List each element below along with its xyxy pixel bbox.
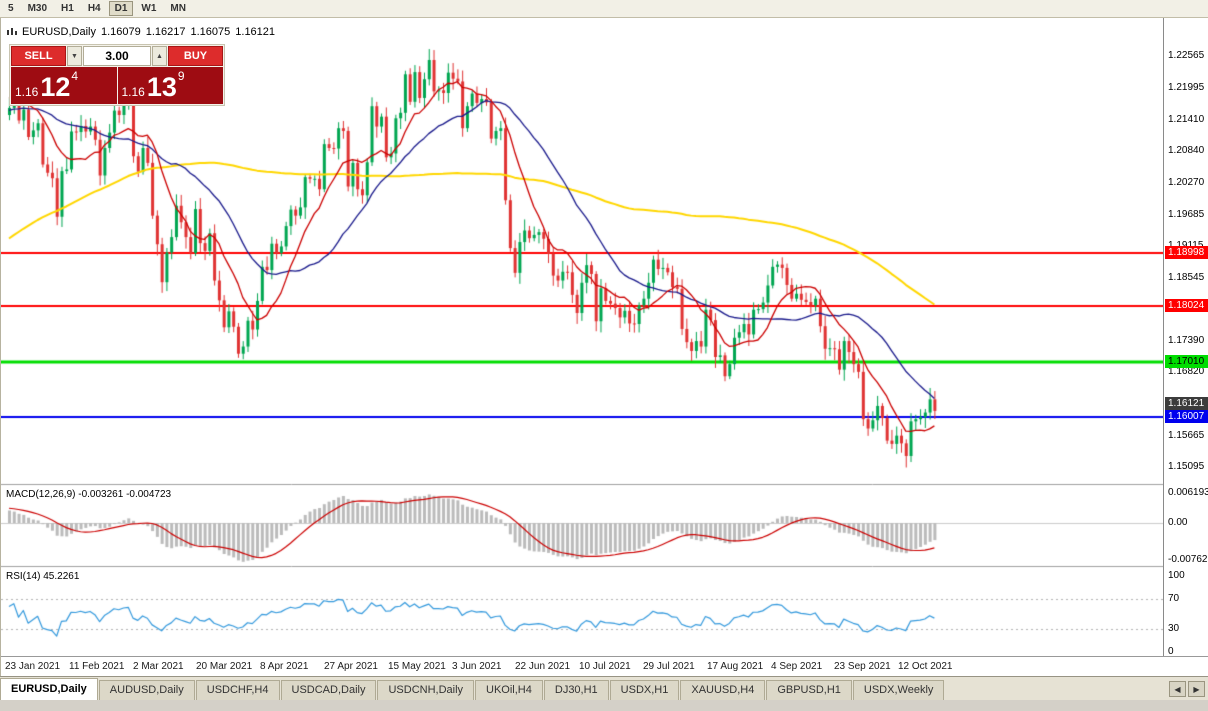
rsi-axis-tick: 0 bbox=[1168, 646, 1174, 657]
tf-button-h4[interactable]: H4 bbox=[82, 1, 107, 16]
timeframe-toolbar: 5 M30 H1 H4 D1 W1 MN bbox=[0, 0, 1208, 18]
chart-window: EURUSD,Daily 1.16079 1.16217 1.16075 1.1… bbox=[0, 18, 1208, 676]
tf-button-mn[interactable]: MN bbox=[164, 1, 192, 16]
price-level-badge: 1.18998 bbox=[1165, 246, 1208, 259]
tab-scroll-right-button[interactable]: ▶ bbox=[1188, 681, 1205, 697]
window-bottom-edge bbox=[0, 700, 1208, 711]
tf-button-h1[interactable]: H1 bbox=[55, 1, 80, 16]
price-axis-tick: 1.21995 bbox=[1168, 82, 1205, 93]
ohlc-open: 1.16079 bbox=[100, 26, 141, 38]
price-axis-tick: 1.22565 bbox=[1168, 50, 1205, 61]
macd-indicator-label: MACD(12,26,9) -0.003261 -0.004723 bbox=[6, 489, 171, 500]
bid-price-sup: 4 bbox=[71, 69, 79, 83]
price-axis-tick: 1.17390 bbox=[1168, 335, 1205, 346]
rsi-axis-tick: 100 bbox=[1168, 570, 1185, 581]
volume-input[interactable] bbox=[83, 46, 151, 66]
macd-axis-tick: 0.00 bbox=[1168, 517, 1188, 528]
price-axis-tick: 1.20840 bbox=[1168, 145, 1205, 156]
date-axis-label: 23 Sep 2021 bbox=[834, 661, 891, 672]
price-axis-tick: 1.18545 bbox=[1168, 272, 1205, 283]
date-axis-label: 23 Jan 2021 bbox=[5, 661, 61, 672]
ask-price-big: 13 bbox=[146, 72, 177, 103]
volume-decrease-button[interactable]: ▼ bbox=[67, 46, 82, 66]
tab-scroll-left-button[interactable]: ◀ bbox=[1169, 681, 1186, 697]
price-axis-tick: 1.21410 bbox=[1168, 114, 1205, 125]
date-axis-label: 2 Mar 2021 bbox=[133, 661, 184, 672]
price-axis: 1.22565 1.21995 1.21410 1.20840 1.20270 1.196… bbox=[1163, 18, 1208, 657]
tab-usdchf-h4[interactable]: USDCHF,H4 bbox=[195, 680, 280, 700]
ask-price-prefix: 1.16 bbox=[121, 85, 145, 99]
rsi-axis-tick: 30 bbox=[1168, 623, 1180, 634]
buy-button[interactable]: BUY bbox=[168, 46, 223, 66]
date-axis-label: 22 Jun 2021 bbox=[515, 661, 571, 672]
date-axis-label: 4 Sep 2021 bbox=[771, 661, 823, 672]
volume-increase-button[interactable]: ▲ bbox=[152, 46, 167, 66]
date-axis-label: 27 Apr 2021 bbox=[324, 661, 378, 672]
tab-audusd-daily[interactable]: AUDUSD,Daily bbox=[98, 680, 195, 700]
date-axis-label: 20 Mar 2021 bbox=[196, 661, 253, 672]
tab-usdx-weekly[interactable]: USDX,Weekly bbox=[852, 680, 945, 700]
bid-price-display[interactable]: 1.16 12 4 bbox=[11, 67, 117, 104]
price-level-badge: 1.18024 bbox=[1165, 299, 1208, 312]
macd-label-values: -0.003261 -0.004723 bbox=[78, 489, 172, 500]
tf-button-d1[interactable]: D1 bbox=[108, 1, 134, 16]
bid-price-big: 12 bbox=[40, 72, 71, 103]
price-level-badge: 1.17010 bbox=[1165, 355, 1208, 368]
one-click-trading-widget: SELL ▼ ▲ BUY 1.16 12 4 1.16 13 9 bbox=[9, 44, 225, 106]
tab-usdcnh-daily[interactable]: USDCNH,Daily bbox=[377, 680, 475, 700]
tf-button-m30[interactable]: M30 bbox=[22, 1, 53, 16]
macd-axis-tick: 0.006193 bbox=[1168, 487, 1208, 498]
sell-button[interactable]: SELL bbox=[11, 46, 66, 66]
date-axis-label: 17 Aug 2021 bbox=[707, 661, 764, 672]
rsi-label-value: 45.2261 bbox=[43, 571, 80, 582]
ask-price-sup: 9 bbox=[177, 69, 185, 83]
macd-label-name: MACD(12,26,9) bbox=[6, 489, 76, 500]
tab-scroll-controls: ◀ ▶ bbox=[1169, 681, 1205, 697]
chart-tab-bar: EURUSD,Daily AUDUSD,Daily USDCHF,H4 USDC… bbox=[0, 676, 1208, 700]
price-axis-tick: 1.19115 bbox=[1168, 240, 1203, 251]
tab-usdcad-daily[interactable]: USDCAD,Daily bbox=[280, 680, 377, 700]
price-axis-tick: 1.19685 bbox=[1168, 209, 1205, 220]
tab-xauusd-h4[interactable]: XAUUSD,H4 bbox=[680, 680, 766, 700]
chart-header: EURUSD,Daily 1.16079 1.16217 1.16075 1.1… bbox=[7, 26, 275, 38]
ohlc-close: 1.16121 bbox=[235, 26, 276, 38]
tab-eurusd-daily[interactable]: EURUSD,Daily bbox=[0, 678, 98, 700]
date-axis-label: 10 Jul 2021 bbox=[579, 661, 631, 672]
price-axis-tick: 1.15095 bbox=[1168, 461, 1205, 472]
price-axis-tick: 1.15665 bbox=[1168, 430, 1205, 441]
bid-price-prefix: 1.16 bbox=[15, 85, 39, 99]
tab-gbpusd-h1[interactable]: GBPUSD,H1 bbox=[766, 680, 852, 700]
tab-ukoil-h4[interactable]: UKOil,H4 bbox=[475, 680, 543, 700]
tab-usdx-h1[interactable]: USDX,H1 bbox=[609, 680, 680, 700]
price-chart-canvas[interactable] bbox=[1, 18, 1163, 656]
date-axis: 23 Jan 2021 11 Feb 2021 2 Mar 2021 20 Mar 2… bbox=[1, 656, 1208, 676]
tf-button-w1[interactable]: W1 bbox=[135, 1, 162, 16]
price-axis-tick: 1.16820 bbox=[1168, 366, 1205, 377]
ohlc-high: 1.16217 bbox=[145, 26, 186, 38]
date-axis-label: 12 Oct 2021 bbox=[898, 661, 953, 672]
chart-window-icon bbox=[7, 27, 17, 37]
tab-dj30-h1[interactable]: DJ30,H1 bbox=[543, 680, 609, 700]
rsi-indicator-label: RSI(14) 45.2261 bbox=[6, 571, 79, 582]
ohlc-low: 1.16075 bbox=[190, 26, 231, 38]
date-axis-label: 29 Jul 2021 bbox=[643, 661, 695, 672]
rsi-label-name: RSI(14) bbox=[6, 571, 41, 582]
price-level-badge: 1.16007 bbox=[1165, 410, 1208, 423]
date-axis-label: 8 Apr 2021 bbox=[260, 661, 309, 672]
price-axis-tick: 1.20270 bbox=[1168, 177, 1205, 188]
date-axis-label: 15 May 2021 bbox=[388, 661, 446, 672]
date-axis-label: 11 Feb 2021 bbox=[69, 661, 125, 672]
date-axis-label: 3 Jun 2021 bbox=[452, 661, 502, 672]
chart-symbol-label: EURUSD,Daily bbox=[22, 26, 96, 38]
tf-button-m5[interactable]: 5 bbox=[2, 1, 20, 16]
ask-price-display[interactable]: 1.16 13 9 bbox=[117, 67, 223, 104]
rsi-axis-tick: 70 bbox=[1168, 593, 1180, 604]
current-price-badge: 1.16121 bbox=[1165, 397, 1208, 410]
